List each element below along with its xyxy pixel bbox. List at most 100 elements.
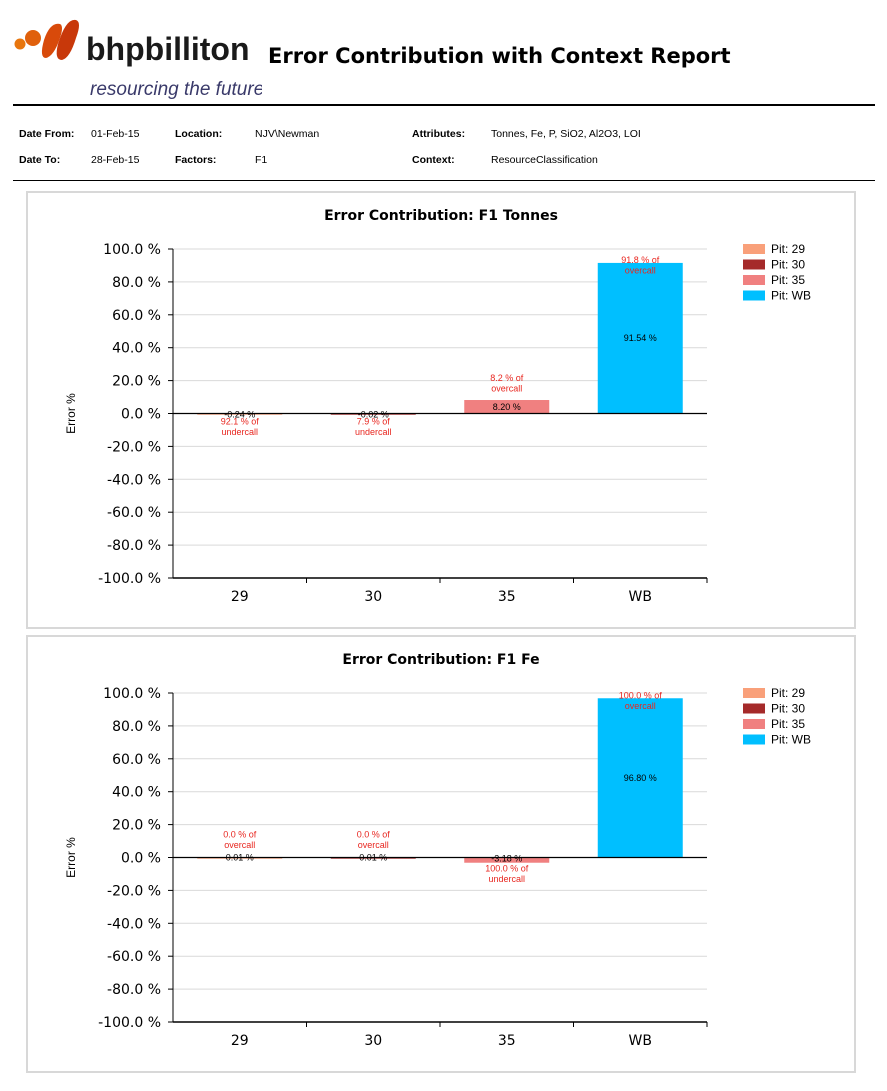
y-tick-label: 0.0 % — [121, 851, 161, 867]
y-tick-label: -100.0 % — [98, 571, 161, 587]
bar-call-label: overcall — [625, 701, 656, 711]
bar-call-label: 100.0 % of — [485, 864, 529, 874]
legend-swatch — [743, 244, 765, 254]
chart-panel-fe: Error Contribution: F1 Fe 100.0 % 80.0 % 60… — [26, 635, 856, 1073]
y-tick-label: 100.0 % — [103, 686, 161, 702]
bar-call-label: 0.0 % of — [357, 830, 391, 840]
date-from-value: 01-Feb-15 — [91, 128, 140, 140]
attributes-label: Attributes: — [412, 128, 466, 140]
y-tick-label: -80.0 % — [107, 982, 161, 998]
x-tick-label: WB — [629, 589, 652, 605]
y-tick-label: -20.0 % — [107, 883, 161, 899]
legend-swatch — [743, 688, 765, 698]
x-tick-label: 29 — [231, 589, 249, 605]
bar-call-label: overcall — [224, 840, 255, 850]
chart-tonnes: Error Contribution: F1 Tonnes 100.0 % 80.0… — [64, 208, 811, 605]
factors-value: F1 — [255, 154, 268, 166]
y-tick-label: 40.0 % — [112, 341, 161, 357]
y-axis-label: Error % — [64, 393, 78, 434]
y-tick-label: 60.0 % — [112, 752, 161, 768]
legend-label: Pit: 35 — [771, 273, 805, 287]
logo-wordmark: bhpbilliton — [86, 31, 250, 67]
bar-call-label: overcall — [625, 265, 656, 275]
report-title: Error Contribution with Context Report — [268, 44, 731, 68]
y-tick-label: -20.0 % — [107, 439, 161, 455]
bar — [597, 698, 683, 858]
bar — [597, 262, 683, 414]
bar — [464, 400, 550, 414]
x-tick-label: 35 — [498, 1033, 516, 1049]
bar-call-label: 8.2 % of — [490, 373, 524, 383]
logo-tagline: resourcing the future — [90, 79, 262, 100]
legend-label: Pit: WB — [771, 733, 811, 747]
chart-fe: Error Contribution: F1 Fe 100.0 % 80.0 % 60… — [64, 652, 811, 1049]
y-tick-label: -60.0 % — [107, 505, 161, 521]
bar — [197, 413, 283, 415]
attributes-value: Tonnes, Fe, P, SiO2, Al2O3, LOI — [491, 128, 641, 140]
legend-swatch — [743, 275, 765, 285]
bar-call-label: undercall — [221, 427, 258, 437]
date-to-value: 28-Feb-15 — [91, 154, 140, 166]
y-tick-label: 80.0 % — [112, 719, 161, 735]
bar-value-label: -0.24 % — [224, 410, 255, 420]
legend-swatch — [743, 290, 765, 301]
y-tick-label: 20.0 % — [112, 374, 161, 390]
x-tick-label: WB — [629, 1033, 652, 1049]
y-tick-label: 80.0 % — [112, 275, 161, 291]
y-tick-label: -40.0 % — [107, 916, 161, 932]
factors-label: Factors: — [175, 154, 217, 166]
y-axis-label: Error % — [64, 837, 78, 878]
bar — [330, 413, 416, 415]
bar-call-label: 92.1 % of — [221, 417, 260, 427]
bar-value-label: 8.20 % — [493, 402, 521, 412]
bar-value-label: 96.80 % — [624, 773, 657, 783]
bar-call-label: undercall — [355, 427, 392, 437]
legend-swatch — [743, 259, 765, 270]
chart-title: Error Contribution: F1 Tonnes — [324, 208, 558, 224]
bar-call-label: overcall — [358, 840, 389, 850]
bar-call-label: 100.0 % of — [619, 690, 663, 700]
legend-label: Pit: 29 — [771, 242, 805, 256]
bar-call-label: 0.0 % of — [223, 830, 257, 840]
x-tick-label: 30 — [364, 1033, 382, 1049]
y-tick-label: 100.0 % — [103, 242, 161, 258]
date-to-label: Date To: — [19, 154, 61, 166]
y-tick-label: -100.0 % — [98, 1015, 161, 1031]
header-divider — [13, 104, 875, 106]
x-tick-label: 29 — [231, 1033, 249, 1049]
y-tick-label: 0.0 % — [121, 407, 161, 423]
location-label: Location: — [175, 128, 223, 140]
location-value: NJV\Newman — [255, 128, 320, 140]
y-tick-label: -80.0 % — [107, 538, 161, 554]
bhpbilliton-logo: bhpbilliton resourcing the future — [14, 19, 262, 100]
bar-call-label: 91.8 % of — [621, 255, 660, 265]
legend-label: Pit: WB — [771, 289, 811, 303]
bar-call-label: 7.9 % of — [357, 417, 391, 427]
legend-label: Pit: 30 — [771, 702, 805, 716]
x-tick-label: 35 — [498, 589, 516, 605]
y-tick-label: 60.0 % — [112, 308, 161, 324]
bar-value-label: 91.54 % — [624, 333, 657, 343]
bar — [464, 857, 550, 863]
y-tick-label: 40.0 % — [112, 785, 161, 801]
filter-divider — [13, 180, 875, 181]
bar-call-label: undercall — [488, 874, 525, 884]
context-label: Context: — [412, 154, 455, 166]
bar-call-label: overcall — [491, 384, 522, 394]
legend-swatch — [743, 703, 765, 714]
chart-panel-tonnes: Error Contribution: F1 Tonnes 100.0 % 80.0… — [26, 191, 856, 629]
legend-label: Pit: 30 — [771, 258, 805, 272]
bar-value-label: -3.18 % — [491, 854, 522, 864]
legend-swatch — [743, 734, 765, 745]
chart-title: Error Contribution: F1 Fe — [342, 652, 539, 668]
date-from-label: Date From: — [19, 128, 75, 140]
legend-label: Pit: 35 — [771, 717, 805, 731]
context-value: ResourceClassification — [491, 154, 598, 166]
bar-value-label: -0.02 % — [358, 410, 389, 420]
legend-label: Pit: 29 — [771, 686, 805, 700]
x-tick-label: 30 — [364, 589, 382, 605]
legend-swatch — [743, 719, 765, 729]
y-tick-label: -60.0 % — [107, 949, 161, 965]
y-tick-label: 20.0 % — [112, 818, 161, 834]
y-tick-label: -40.0 % — [107, 472, 161, 488]
